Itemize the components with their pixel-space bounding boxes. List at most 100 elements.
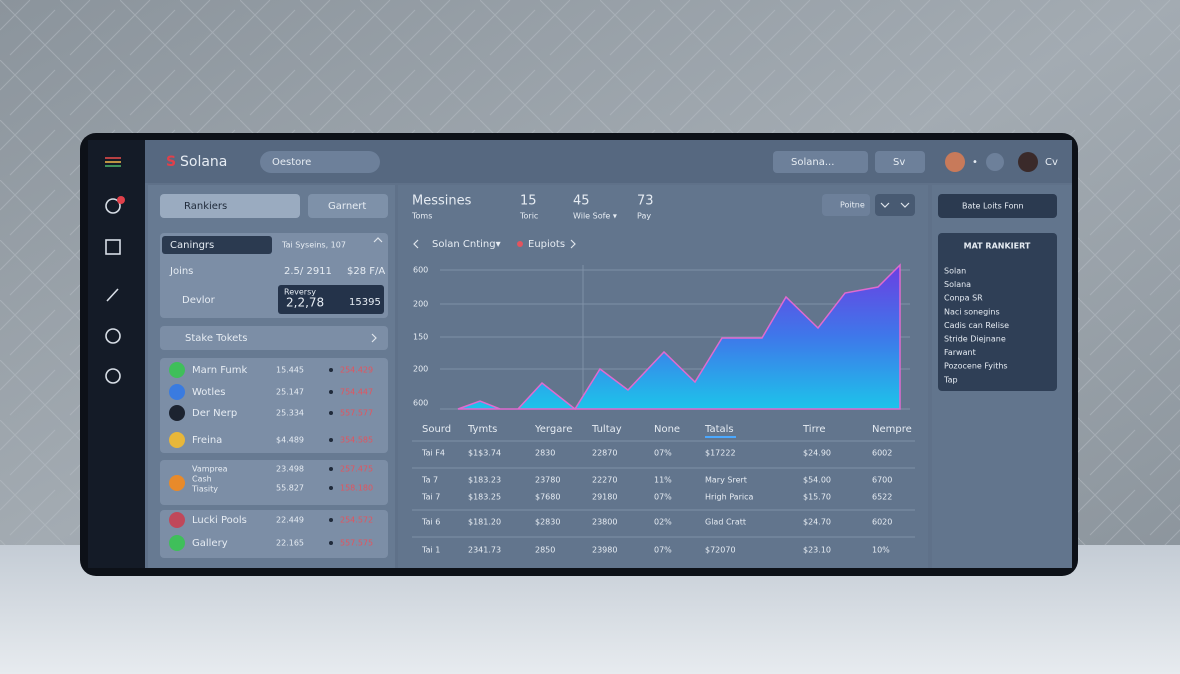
table-cell: Hrigh Parica [705,493,753,502]
table-cell: $17222 [705,449,736,458]
y-axis-label: 200 [413,365,428,374]
bullet [329,390,333,394]
column-header: Sourd [422,424,451,435]
notification-dot [117,196,125,204]
row-name: Joins [169,266,193,277]
asset-card [160,460,388,505]
chart-filter: Eupiots [528,239,565,250]
asset-amount: $4.489 [276,436,304,445]
ranking-item: Solan [944,267,966,276]
row-amount: 2.5/ 2911 [284,266,332,277]
y-axis-label: 200 [413,300,428,309]
table-cell: $15.70 [803,493,831,502]
table-cell: $24.70 [803,518,831,527]
filter-box[interactable] [875,151,925,173]
table-cell: $183.25 [468,493,501,502]
nav-icon[interactable] [105,328,121,344]
asset-change: 254.572 [340,516,373,525]
table-cell: $72070 [705,546,736,555]
search-box[interactable] [773,151,868,173]
search-text: Oestore [272,157,311,168]
sidebar-icons[interactable] [105,157,121,384]
asset-name: Tiasity [191,485,218,494]
highlight-value: 15395 [349,297,381,308]
nav-icon[interactable] [106,288,119,302]
right-button-text: Bate Loits Fonn [962,202,1024,211]
ranking-title: MAT RANKIERT [964,242,1031,251]
table-cell: Mary Srert [705,476,747,485]
caption: Reversy [284,288,316,297]
table-cell: Tai 1 [421,546,440,555]
nav-icon[interactable] [105,239,121,255]
row-value: $28 F/A [347,266,385,277]
metric-value: 45 [573,194,590,209]
table-cell: 29180 [592,493,617,502]
asset-change: 557.575 [340,539,373,548]
metric-value: 73 [637,194,654,209]
column-header: Tirre [802,424,826,435]
tab[interactable] [162,236,272,254]
table-cell: 6002 [872,449,892,458]
table-cell: 23780 [535,476,560,485]
stake-bar[interactable] [160,326,388,350]
asset-icon [169,405,185,421]
asset-change: 557.577 [340,409,373,418]
column-header: None [654,424,680,435]
table-cell: $2830 [535,518,560,527]
ranking-item: Cadis can Relise [944,321,1009,330]
asset-amount: 25.334 [276,409,304,418]
ranking-item: Solana [944,280,971,289]
info: Tai Syseins, 107 [281,241,346,250]
asset-amount: 22.165 [276,539,304,548]
table-cell: $24.90 [803,449,831,458]
ranking-item: Tap [943,375,958,384]
asset-icon [169,512,185,528]
table-cell: Glad Cratt [705,518,746,527]
logo: Solana [180,154,227,170]
action-button[interactable] [822,194,870,216]
button[interactable] [308,194,388,218]
asset-amount: 22.449 [276,516,304,525]
table-cell: 23980 [592,546,617,555]
nav-icon[interactable] [105,198,121,214]
asset-amount: 23.498 [276,465,304,474]
bullet [329,368,333,372]
ranking-item: Farwant [944,348,976,357]
search-box[interactable] [260,151,380,173]
asset-icon [169,535,185,551]
table-cell: 2341.73 [468,546,501,555]
dropdown[interactable] [875,194,915,216]
asset-amount: 55.827 [276,484,304,493]
sidebar [88,140,145,568]
column-header: Yergare [534,424,572,435]
tab-text: Caningrs [170,240,214,251]
asset-name: Vamprea [192,465,228,474]
y-axis-label: 600 [413,399,428,408]
table-cell: 07% [654,493,672,502]
asset-name: Freina [192,435,222,446]
y-axis-label: 600 [413,266,428,275]
user: Cv [1045,157,1058,168]
status: • [972,157,978,168]
table-cell: 23800 [592,518,617,527]
table-cell: $23.10 [803,546,831,555]
button-text: Garnert [328,201,366,212]
nav-icon[interactable] [105,368,121,384]
avatar[interactable] [1018,152,1038,172]
table-cell: 07% [654,449,672,458]
search-box[interactable] [160,194,300,218]
ranking-item: Naci sonegins [944,307,1000,316]
bullet [329,486,333,490]
table-cell: $181.20 [468,518,501,527]
table-cell: 10% [872,546,890,555]
table-cell: 6522 [872,493,892,502]
ranking-item: Stride Diejnane [944,335,1006,344]
button[interactable] [986,153,1004,171]
avatar[interactable] [945,152,965,172]
table-cell: 22270 [592,476,617,485]
asset-change: 354.585 [340,436,373,445]
right-button[interactable] [938,194,1057,218]
asset-change: 158.180 [340,484,373,493]
